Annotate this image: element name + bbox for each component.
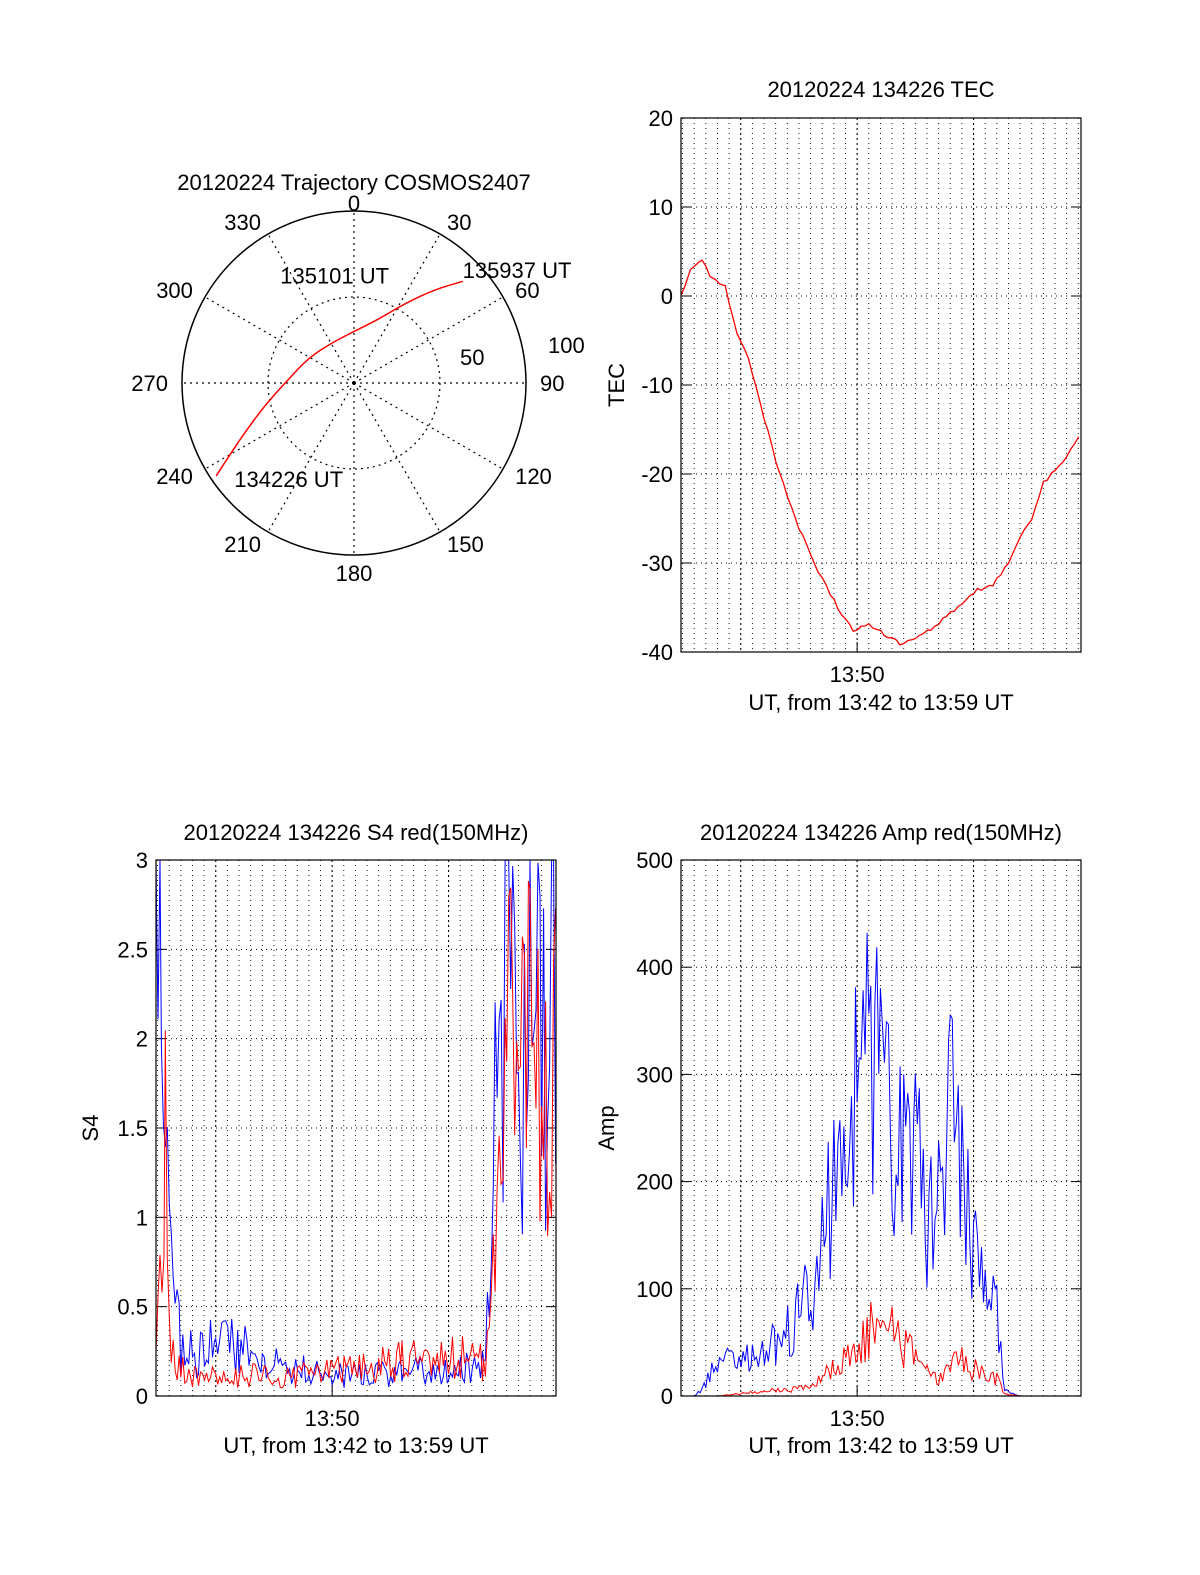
y-tick-label: -10 (641, 373, 673, 398)
y-tick-label: 1.5 (117, 1116, 148, 1141)
y-tick-label: 1 (136, 1205, 148, 1230)
series-line (155, 859, 557, 1388)
amp-chart: 20120224 134226 Amp red(150MHz) Amp UT, … (594, 820, 1082, 1458)
trajectory-line (215, 280, 464, 477)
polar-azimuth-label: 240 (156, 464, 193, 489)
y-tick-label: 100 (636, 1277, 673, 1302)
y-tick-label: 0 (136, 1384, 148, 1409)
tec-chart: 20120224 134226 TEC TEC UT, from 13:42 t… (604, 77, 1082, 715)
y-tick-label: -30 (641, 551, 673, 576)
x-tick-label: 13:50 (830, 662, 885, 687)
y-tick-label: 3 (136, 848, 148, 873)
plot-frame (680, 117, 1082, 653)
amp-chart-title: 20120224 134226 Amp red(150MHz) (700, 820, 1062, 845)
polar-azimuth-label: 150 (447, 532, 484, 557)
polar-outer-circle (181, 210, 527, 556)
s4-chart-xlabel: UT, from 13:42 to 13:59 UT (223, 1433, 488, 1458)
series-line (681, 1301, 1081, 1397)
polar-azimuth-label: 90 (540, 371, 564, 396)
y-tick-label: 0 (661, 1384, 673, 1409)
polar-spoke (204, 382, 355, 470)
polar-azimuth-label: 330 (224, 210, 261, 235)
trajectory-time-label: 135937 UT (463, 258, 572, 283)
polar-ring-label: 50 (460, 345, 484, 370)
plot-frame (680, 859, 1082, 1397)
polar-labels: 0 30 60 90 120 150 180 210 240 270 300 330 50 100 1342… (131, 191, 584, 586)
polar-spoke (353, 382, 504, 470)
y-tick-label: 300 (636, 1062, 673, 1087)
tec-chart-ylabel: TEC (604, 363, 629, 407)
y-tick-label: 0 (661, 284, 673, 309)
tec-chart-title: 20120224 134226 TEC (767, 77, 994, 102)
y-tick-label: 400 (636, 955, 673, 980)
series-line (680, 259, 1080, 646)
polar-spoke (353, 296, 504, 384)
trajectory-time-label: 134226 UT (234, 467, 343, 492)
trajectory-time-label: 135101 UT (280, 264, 389, 289)
y-tick-label: 2 (136, 1027, 148, 1052)
polar-spoke (353, 382, 441, 533)
y-tick-label: 200 (636, 1170, 673, 1195)
y-tick-label: 20 (649, 106, 673, 131)
x-tick-label: 13:50 (305, 1406, 360, 1431)
y-tick-label: -20 (641, 462, 673, 487)
polar-azimuth-label: 30 (447, 210, 471, 235)
polar-title: 20120224 Trajectory COSMOS2407 (177, 170, 530, 195)
y-tick-label: -40 (641, 640, 673, 665)
amp-chart-ylabel: Amp (594, 1105, 619, 1150)
x-tick-label: 13:50 (830, 1406, 885, 1431)
y-tick-label: 500 (636, 848, 673, 873)
s4-chart: 20120224 134226 S4 red(150MHz) S4 UT, fr… (78, 820, 557, 1458)
polar-azimuth-label: 180 (336, 561, 373, 586)
polar-trajectory (215, 280, 464, 477)
y-tick-label: 2.5 (117, 937, 148, 962)
polar-azimuth-label: 210 (224, 532, 261, 557)
plot-frame (155, 859, 557, 1397)
polar-spoke (267, 233, 355, 384)
amp-chart-xlabel: UT, from 13:42 to 13:59 UT (748, 1433, 1013, 1458)
trajectory-polar-chart: 20120224 Trajectory COSMOS2407 0 30 60 90 12… (131, 170, 584, 586)
polar-ring-label: 100 (548, 333, 585, 358)
polar-spoke (267, 382, 355, 533)
polar-azimuth-label: 60 (515, 278, 539, 303)
y-tick-label: 0.5 (117, 1295, 148, 1320)
s4-chart-ylabel: S4 (78, 1115, 103, 1142)
tec-chart-xlabel: UT, from 13:42 to 13:59 UT (748, 690, 1013, 715)
polar-azimuth-label: 270 (131, 371, 168, 396)
y-tick-label: 10 (649, 195, 673, 220)
s4-chart-title: 20120224 134226 S4 red(150MHz) (184, 820, 529, 845)
polar-azimuth-label: 0 (348, 191, 360, 216)
series-line (681, 932, 1080, 1397)
series-line (155, 881, 557, 1389)
polar-azimuth-label: 120 (515, 464, 552, 489)
polar-azimuth-label: 300 (156, 278, 193, 303)
polar-spoke (204, 296, 355, 384)
